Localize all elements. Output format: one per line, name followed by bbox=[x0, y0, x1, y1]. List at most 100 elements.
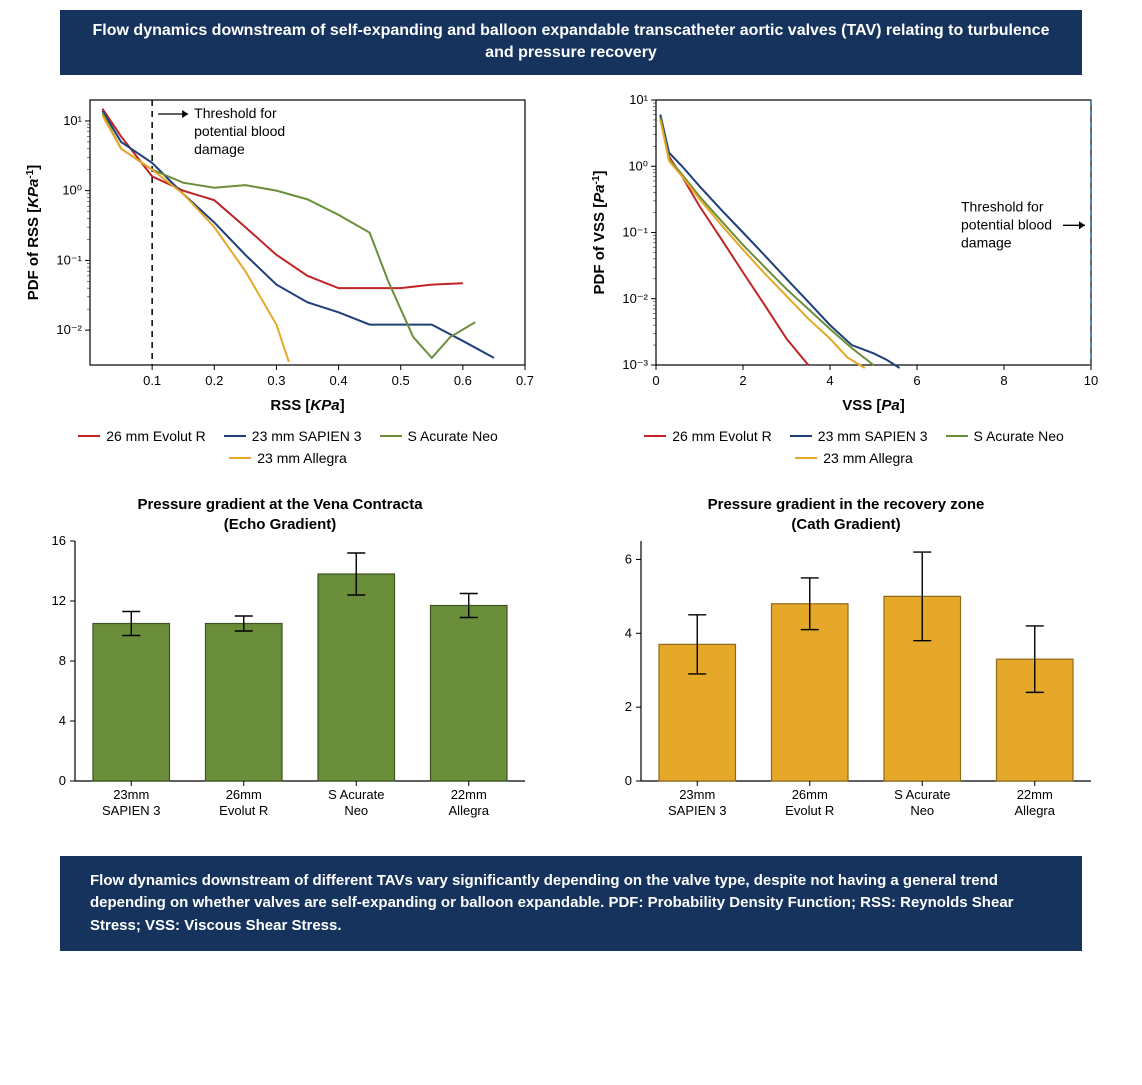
svg-text:10: 10 bbox=[1084, 373, 1098, 388]
legend-swatch bbox=[380, 435, 402, 437]
svg-text:0.4: 0.4 bbox=[330, 373, 348, 388]
legend-swatch bbox=[78, 435, 100, 437]
figure-container: Flow dynamics downstream of self-expandi… bbox=[0, 0, 1142, 961]
svg-text:10⁻²: 10⁻² bbox=[56, 322, 82, 337]
svg-text:Threshold for: Threshold for bbox=[961, 198, 1044, 214]
svg-text:23mm: 23mm bbox=[679, 787, 715, 802]
svg-text:10⁻¹: 10⁻¹ bbox=[622, 224, 648, 239]
svg-text:(Echo Gradient): (Echo Gradient) bbox=[224, 516, 337, 533]
svg-text:Neo: Neo bbox=[910, 803, 934, 818]
svg-text:SAPIEN 3: SAPIEN 3 bbox=[102, 803, 161, 818]
legend-swatch bbox=[795, 457, 817, 459]
svg-text:10¹: 10¹ bbox=[63, 113, 82, 128]
legend-label: 23 mm Allegra bbox=[257, 450, 346, 466]
legend-label: 23 mm Allegra bbox=[823, 450, 912, 466]
legend-item: 23 mm SAPIEN 3 bbox=[224, 428, 362, 444]
svg-text:10¹: 10¹ bbox=[629, 92, 648, 107]
svg-text:6: 6 bbox=[913, 373, 920, 388]
svg-text:10⁻³: 10⁻³ bbox=[622, 357, 648, 372]
vss-legend: 26 mm Evolut R 23 mm SAPIEN 3 S Acurate Ne… bbox=[586, 428, 1122, 466]
svg-text:potential blood: potential blood bbox=[961, 216, 1052, 232]
legend-item: 23 mm Allegra bbox=[795, 450, 912, 466]
svg-text:8: 8 bbox=[1000, 373, 1007, 388]
svg-text:RSS [KPa]: RSS [KPa] bbox=[270, 397, 344, 414]
svg-text:PDF of VSS [Pa-1]: PDF of VSS [Pa-1] bbox=[591, 170, 609, 294]
legend-swatch bbox=[644, 435, 666, 437]
svg-text:6: 6 bbox=[625, 551, 632, 566]
legend-label: 26 mm Evolut R bbox=[672, 428, 772, 444]
legend-item: S Acurate Neo bbox=[380, 428, 498, 444]
legend-swatch bbox=[946, 435, 968, 437]
svg-text:VSS [Pa]: VSS [Pa] bbox=[842, 397, 905, 414]
legend-label: 23 mm SAPIEN 3 bbox=[818, 428, 928, 444]
svg-text:Evolut R: Evolut R bbox=[785, 803, 834, 818]
legend-item: 23 mm SAPIEN 3 bbox=[790, 428, 928, 444]
bar-right-chart: Pressure gradient in the recovery zone (C… bbox=[586, 491, 1106, 841]
svg-text:26mm: 26mm bbox=[792, 787, 828, 802]
svg-text:0.3: 0.3 bbox=[267, 373, 285, 388]
svg-text:8: 8 bbox=[59, 653, 66, 668]
vss-panel: 0 2 4 6 8 10 10⁻³ 10⁻² 10⁻¹ 10⁰ 10¹ VSS [Pa] PDF of … bbox=[586, 90, 1122, 466]
svg-text:4: 4 bbox=[826, 373, 833, 388]
rss-legend: 26 mm Evolut R 23 mm SAPIEN 3 S Acurate Ne… bbox=[20, 428, 556, 466]
svg-text:0.7: 0.7 bbox=[516, 373, 534, 388]
rss-panel: 0.1 0.2 0.3 0.4 0.5 0.6 0.7 10⁻² 10⁻¹ 10⁰ 10¹ RSS [… bbox=[20, 90, 556, 466]
svg-text:22mm: 22mm bbox=[1017, 787, 1053, 802]
svg-text:PDF of RSS [KPa-1]: PDF of RSS [KPa-1] bbox=[25, 164, 43, 300]
svg-text:Pressure gradient at the Vena: Pressure gradient at the Vena Contracta bbox=[137, 496, 423, 513]
svg-text:2: 2 bbox=[625, 699, 632, 714]
svg-text:Evolut R: Evolut R bbox=[219, 803, 268, 818]
svg-text:0: 0 bbox=[652, 373, 659, 388]
svg-text:0.1: 0.1 bbox=[143, 373, 161, 388]
svg-text:22mm: 22mm bbox=[451, 787, 487, 802]
bottom-row: Pressure gradient at the Vena Contracta (… bbox=[20, 491, 1122, 841]
svg-text:damage: damage bbox=[961, 234, 1012, 250]
svg-text:S Acurate: S Acurate bbox=[894, 787, 950, 802]
legend-swatch bbox=[790, 435, 812, 437]
svg-text:2: 2 bbox=[739, 373, 746, 388]
legend-item: 23 mm Allegra bbox=[229, 450, 346, 466]
bar-left-chart: Pressure gradient at the Vena Contracta (… bbox=[20, 491, 540, 841]
legend-item: 26 mm Evolut R bbox=[78, 428, 206, 444]
legend-swatch bbox=[224, 435, 246, 437]
svg-text:10⁰: 10⁰ bbox=[62, 182, 82, 197]
legend-swatch bbox=[229, 457, 251, 459]
svg-text:Allegra: Allegra bbox=[1015, 803, 1056, 818]
svg-text:S Acurate: S Acurate bbox=[328, 787, 384, 802]
legend-item: S Acurate Neo bbox=[946, 428, 1064, 444]
svg-text:4: 4 bbox=[59, 713, 66, 728]
svg-text:(Cath Gradient): (Cath Gradient) bbox=[791, 516, 900, 533]
svg-text:Threshold for: Threshold for bbox=[194, 105, 277, 121]
legend-label: S Acurate Neo bbox=[408, 428, 498, 444]
svg-text:0.6: 0.6 bbox=[454, 373, 472, 388]
svg-text:10⁻²: 10⁻² bbox=[622, 291, 648, 306]
top-row: 0.1 0.2 0.3 0.4 0.5 0.6 0.7 10⁻² 10⁻¹ 10⁰ 10¹ RSS [… bbox=[20, 90, 1122, 466]
svg-text:0: 0 bbox=[625, 773, 632, 788]
svg-text:damage: damage bbox=[194, 141, 245, 157]
bar-right-panel: Pressure gradient in the recovery zone (C… bbox=[586, 491, 1122, 841]
svg-text:23mm: 23mm bbox=[113, 787, 149, 802]
svg-text:12: 12 bbox=[52, 593, 66, 608]
legend-label: S Acurate Neo bbox=[974, 428, 1064, 444]
svg-text:Neo: Neo bbox=[344, 803, 368, 818]
svg-text:4: 4 bbox=[625, 625, 632, 640]
svg-text:16: 16 bbox=[52, 533, 66, 548]
figure-title: Flow dynamics downstream of self-expandi… bbox=[60, 10, 1082, 75]
svg-text:Allegra: Allegra bbox=[449, 803, 490, 818]
figure-footer: Flow dynamics downstream of different TA… bbox=[60, 856, 1082, 952]
svg-text:10⁰: 10⁰ bbox=[628, 158, 648, 173]
legend-label: 23 mm SAPIEN 3 bbox=[252, 428, 362, 444]
svg-text:0.2: 0.2 bbox=[205, 373, 223, 388]
svg-text:SAPIEN 3: SAPIEN 3 bbox=[668, 803, 727, 818]
svg-text:0: 0 bbox=[59, 773, 66, 788]
vss-chart: 0 2 4 6 8 10 10⁻³ 10⁻² 10⁻¹ 10⁰ 10¹ VSS [Pa] PDF of … bbox=[586, 90, 1106, 420]
svg-text:26mm: 26mm bbox=[226, 787, 262, 802]
svg-text:potential blood: potential blood bbox=[194, 123, 285, 139]
rss-chart: 0.1 0.2 0.3 0.4 0.5 0.6 0.7 10⁻² 10⁻¹ 10⁰ 10¹ RSS [… bbox=[20, 90, 540, 420]
svg-text:Pressure gradient in the recov: Pressure gradient in the recovery zone bbox=[708, 496, 985, 513]
svg-text:10⁻¹: 10⁻¹ bbox=[56, 252, 82, 267]
svg-text:0.5: 0.5 bbox=[392, 373, 410, 388]
legend-item: 26 mm Evolut R bbox=[644, 428, 772, 444]
bar-left-panel: Pressure gradient at the Vena Contracta (… bbox=[20, 491, 556, 841]
legend-label: 26 mm Evolut R bbox=[106, 428, 206, 444]
